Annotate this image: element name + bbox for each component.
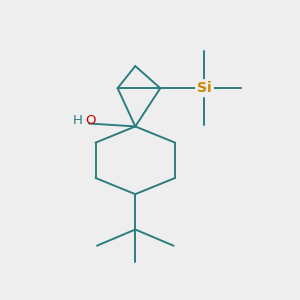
Text: H: H	[72, 114, 82, 127]
Text: Si: Si	[197, 81, 212, 95]
Text: O: O	[85, 114, 96, 127]
